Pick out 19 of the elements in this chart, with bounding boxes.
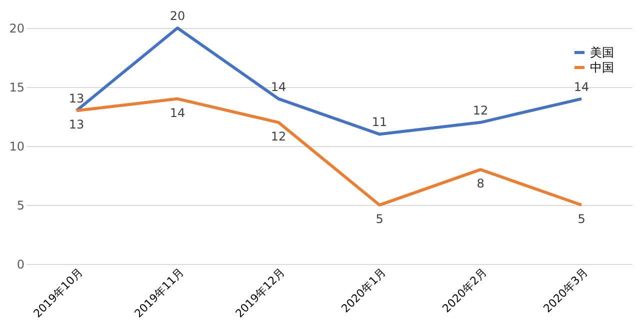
data-label: 14 [270,80,286,94]
data-label: 13 [68,118,84,132]
legend-label: 美国 [590,46,614,60]
data-label: 12 [472,103,488,118]
y-tick-label: 10 [9,140,24,154]
y-tick-label: 20 [9,22,24,36]
data-label: 20 [170,9,186,23]
data-label: 14 [574,80,590,94]
data-label: 8 [476,176,484,191]
data-label: 5 [578,212,586,226]
data-label: 12 [270,129,286,144]
data-label: 5 [376,212,384,226]
data-label: 11 [372,115,388,130]
y-tick-label: 0 [16,258,24,272]
legend-label: 中国 [590,60,614,74]
y-tick-label: 5 [16,198,24,212]
data-label: 13 [68,92,84,106]
y-tick-label: 15 [9,80,24,94]
data-label: 14 [170,106,186,120]
